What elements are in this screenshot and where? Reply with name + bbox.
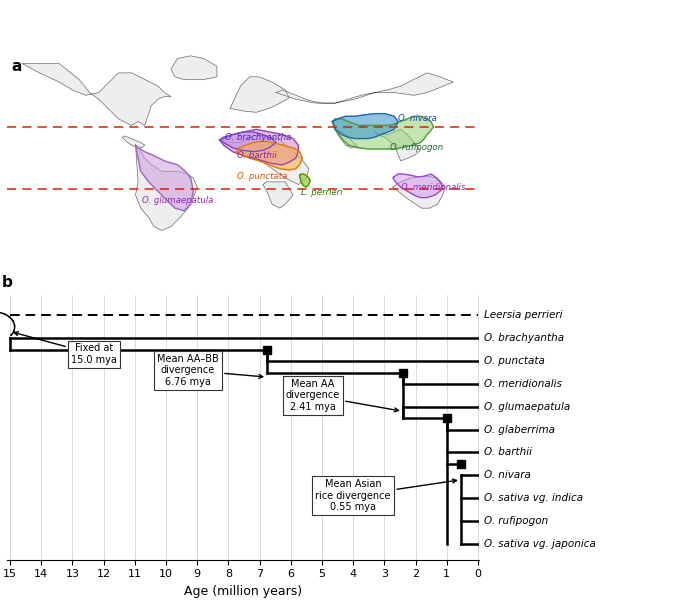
Text: O. rufipogon: O. rufipogon [390, 143, 443, 153]
Text: O. meridionalis: O. meridionalis [484, 379, 562, 389]
Polygon shape [393, 177, 445, 208]
Polygon shape [263, 182, 293, 208]
Text: O. rufipogon: O. rufipogon [484, 516, 548, 526]
Polygon shape [23, 64, 171, 125]
Polygon shape [332, 122, 359, 148]
Text: O. nivara: O. nivara [484, 470, 530, 480]
Text: O. brachyantha: O. brachyantha [225, 133, 291, 141]
Text: O. brachyantha: O. brachyantha [484, 333, 564, 343]
Polygon shape [236, 141, 302, 170]
Polygon shape [219, 129, 298, 165]
Text: O. glumaepatula: O. glumaepatula [484, 402, 570, 412]
Text: Mean AA–BB
divergence
6.76 mya: Mean AA–BB divergence 6.76 mya [157, 354, 263, 387]
Text: Mean Asian
rice divergence
0.55 mya: Mean Asian rice divergence 0.55 mya [315, 479, 456, 512]
Polygon shape [332, 114, 398, 138]
Text: O. nivara: O. nivara [398, 114, 437, 124]
Text: Leersia perrieri: Leersia perrieri [484, 311, 562, 320]
Text: Mean AA
divergence
2.41 mya: Mean AA divergence 2.41 mya [286, 379, 399, 412]
Polygon shape [375, 129, 421, 161]
Text: O. punctata: O. punctata [484, 356, 545, 366]
Polygon shape [276, 73, 453, 103]
Text: O. barthii: O. barthii [236, 151, 276, 160]
Polygon shape [171, 56, 217, 79]
Polygon shape [230, 77, 289, 113]
Text: a: a [12, 58, 22, 74]
Text: b: b [2, 275, 13, 290]
Polygon shape [136, 145, 197, 231]
Text: O. sativa vg. indica: O. sativa vg. indica [484, 493, 583, 503]
Text: O. meridionalis: O. meridionalis [401, 183, 465, 192]
Polygon shape [332, 116, 434, 149]
Polygon shape [393, 174, 443, 197]
Polygon shape [136, 145, 193, 211]
Text: O. glumaepatula: O. glumaepatula [142, 196, 214, 205]
Polygon shape [219, 135, 309, 184]
Text: Fixed at
15.0 mya: Fixed at 15.0 mya [14, 331, 117, 365]
Text: L. perrieri: L. perrieri [301, 188, 342, 197]
Polygon shape [219, 132, 276, 152]
Text: O. punctata: O. punctata [236, 172, 287, 181]
X-axis label: Age (million years): Age (million years) [184, 585, 302, 598]
Text: O. sativa vg. japonica: O. sativa vg. japonica [484, 539, 595, 549]
Polygon shape [299, 174, 310, 187]
Polygon shape [123, 136, 145, 148]
Text: O. glaberrima: O. glaberrima [484, 424, 555, 435]
Text: O. barthii: O. barthii [484, 447, 532, 458]
